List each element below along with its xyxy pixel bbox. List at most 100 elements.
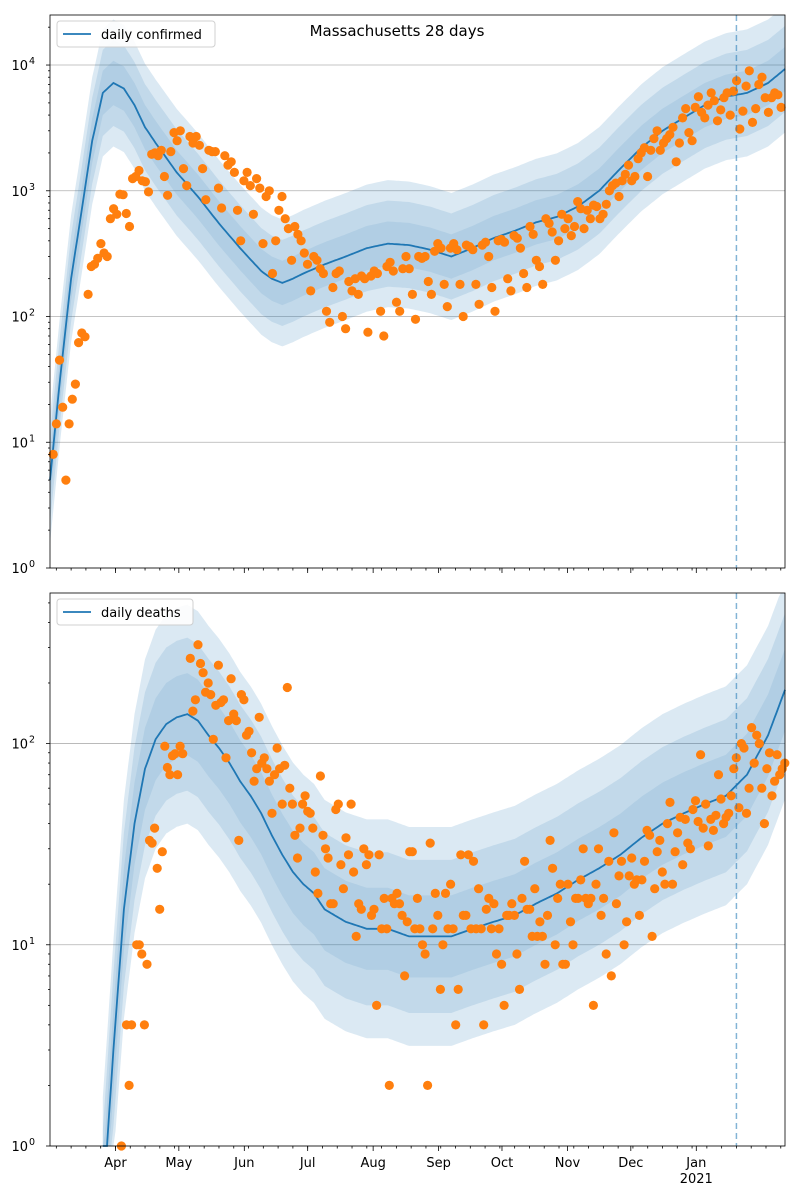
data-point [517,893,527,904]
data-point [363,327,373,337]
data-point [693,92,704,102]
data-point [155,904,165,914]
data-point [287,255,297,265]
data-point [693,816,703,827]
data-point [58,402,68,412]
data-point [226,674,236,684]
data-point [596,910,606,921]
data-point [64,419,74,429]
data-point [364,850,374,860]
data-point [162,762,172,773]
x-tick-label: Jan [685,1156,706,1171]
data-point [244,726,254,736]
data-point [323,853,333,863]
data-point [127,1020,137,1030]
y-tick-exponent: 0 [29,1137,35,1148]
data-point [586,893,596,904]
top-observed-points [48,66,786,485]
y-tick-exponent: 1 [29,936,35,947]
data-point [579,224,589,234]
data-point [302,259,313,269]
x-tick-label: Apr [104,1156,127,1171]
data-point [337,311,347,322]
data-point [245,181,255,191]
data-point [497,959,507,969]
data-point [271,236,281,246]
data-point [412,893,422,904]
data-point [298,799,308,809]
data-point [321,306,332,316]
data-point [507,899,517,909]
data-point [137,949,147,959]
data-point [208,734,218,744]
data-point [290,830,300,840]
data-point [267,268,278,279]
data-point [754,79,764,90]
data-point [54,355,65,365]
data-point [696,750,706,760]
data-point [306,286,316,296]
data-point [213,660,223,670]
bottom-observed-points [116,640,790,1151]
data-point [236,236,246,246]
data-point [150,823,160,833]
data-point [665,130,675,140]
data-point [407,847,417,857]
y-tick-exponent: 0 [29,559,35,570]
data-point [757,783,767,793]
data-point [178,164,189,174]
data-point [229,167,239,177]
data-point [655,145,665,155]
data-point [662,819,673,829]
uncertainty-band [50,25,785,524]
data-point [598,209,608,219]
data-point [560,224,570,234]
data-point [234,835,244,846]
data-point [690,102,700,112]
data-point [709,96,719,106]
data-point [614,191,624,202]
data-point [282,682,292,693]
data-point [525,221,535,232]
bottom-legend-label: daily deaths [101,606,181,621]
y-tick-label: 10 [11,738,28,753]
data-point [152,863,162,873]
data-point [272,743,282,753]
data-point [585,214,596,224]
data-point [484,251,494,262]
data-point [182,181,192,191]
data-point [678,113,688,123]
data-point [569,221,580,232]
data-point [698,823,708,833]
data-point [716,105,726,115]
y-tick-exponent: 2 [29,735,35,746]
data-point [112,209,122,219]
data-point [614,871,624,881]
data-point [545,835,555,846]
data-point [426,289,436,299]
data-point [341,324,351,334]
data-point [142,959,152,969]
data-point [604,856,614,866]
data-point [776,102,786,112]
data-point [140,177,150,187]
data-point [534,261,545,272]
data-point [61,475,71,485]
data-point [242,167,252,177]
y-tick-label: 10 [11,436,28,451]
data-point [716,794,726,804]
data-point [474,299,484,309]
data-point [660,879,670,889]
data-point [471,279,481,289]
data-point [232,205,243,215]
data-point [165,770,175,780]
x-tick-label: Nov [555,1156,581,1171]
data-point [687,136,697,146]
data-point [550,940,560,950]
bottom-median-line [102,689,786,1147]
data-point [690,796,701,806]
data-point [674,138,685,148]
data-point [407,289,417,299]
